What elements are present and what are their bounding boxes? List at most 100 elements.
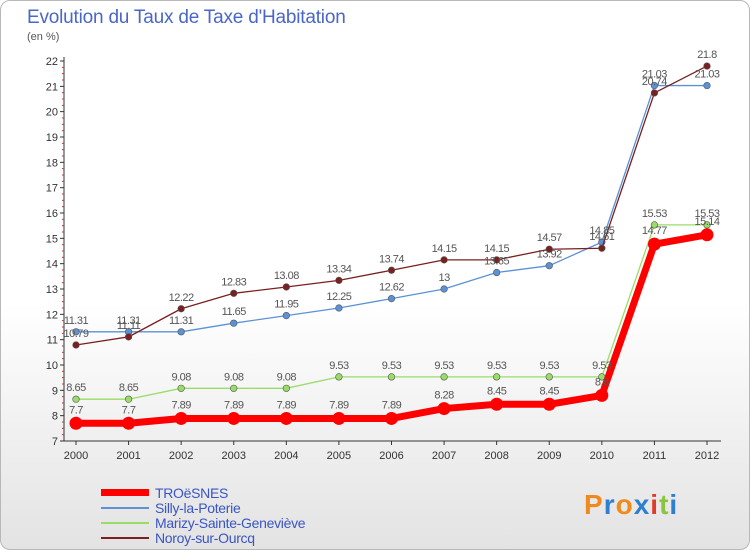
data-label: 7.7 [122, 404, 136, 416]
logo-letter: P [584, 489, 604, 520]
data-label: 15.53 [642, 208, 667, 220]
data-point [279, 411, 293, 425]
data-label: 11.65 [222, 306, 247, 318]
logo-letter: t [659, 489, 670, 520]
data-label: 21.03 [642, 69, 667, 81]
x-tick-label: 2006 [379, 450, 403, 462]
legend-swatch [101, 506, 149, 509]
data-label: 12.83 [221, 276, 246, 288]
data-point [230, 384, 238, 392]
y-tick-label: 20 [46, 107, 58, 119]
data-point [700, 228, 714, 242]
data-point [440, 285, 448, 293]
x-tick-label: 2002 [169, 450, 193, 462]
y-tick-label: 21 [46, 81, 58, 93]
data-point [650, 221, 659, 229]
data-label: 7.7 [69, 404, 83, 416]
logo-letter: i [669, 489, 679, 520]
data-point [440, 256, 448, 264]
logo-letter: x [633, 489, 651, 520]
data-label: 7.89 [277, 399, 297, 411]
data-point [177, 384, 185, 392]
data-label: 7.89 [329, 399, 349, 411]
data-label: 15.14 [694, 216, 719, 228]
data-label: 9.08 [171, 371, 191, 383]
legend-label: Marizy-Sainte-Geneviève [155, 514, 306, 531]
x-tick-label: 2005 [327, 450, 351, 462]
data-point [437, 402, 451, 416]
y-tick-label: 14 [46, 259, 58, 271]
data-point [230, 289, 238, 297]
data-point [69, 416, 83, 430]
x-tick-label: 2003 [222, 450, 246, 462]
data-point [177, 328, 185, 336]
data-label: 7.89 [171, 399, 191, 411]
data-point [490, 397, 504, 411]
data-point [703, 81, 711, 90]
data-label: 8.65 [66, 382, 86, 394]
x-tick-label: 2009 [537, 450, 561, 462]
x-tick-label: 2007 [432, 450, 456, 462]
data-label: 8.45 [487, 385, 507, 397]
data-point [282, 384, 290, 392]
data-label: 9.08 [224, 371, 244, 383]
y-tick-label: 13 [46, 284, 58, 296]
chart-subtitle: (en %) [27, 31, 60, 43]
data-label: 9.53 [592, 360, 612, 372]
data-label: 14.61 [589, 231, 614, 243]
data-label: 13 [438, 272, 450, 284]
data-label: 9.53 [434, 360, 454, 372]
y-tick-label: 10 [46, 360, 58, 372]
data-label: 9.08 [277, 371, 297, 383]
y-tick-label: 9 [52, 385, 58, 397]
data-label: 10.79 [63, 328, 88, 340]
data-point [124, 395, 133, 403]
data-point [703, 62, 711, 70]
data-label: 13.08 [274, 270, 299, 282]
x-tick-label: 2001 [116, 450, 140, 462]
data-label: 13.74 [379, 253, 404, 265]
data-label: 13.34 [326, 263, 351, 275]
data-point [72, 328, 80, 336]
y-tick-label: 16 [46, 208, 58, 220]
data-point [332, 411, 346, 425]
x-tick-label: 2011 [643, 450, 667, 462]
legend-swatch [101, 536, 149, 539]
data-point [387, 373, 396, 381]
data-point [122, 416, 136, 430]
data-label: 7.89 [224, 399, 244, 411]
data-label: 12.25 [326, 291, 351, 303]
data-label: 20.74 [642, 76, 667, 88]
legend-item: Noroy-sur-Ourcq [101, 530, 305, 546]
data-label: 11.11 [117, 320, 141, 332]
data-label: 8.28 [434, 390, 454, 402]
y-tick-label: 19 [46, 132, 58, 144]
data-point [440, 373, 448, 381]
data-label: 11.31 [169, 315, 194, 327]
data-point [595, 388, 609, 402]
data-point [703, 221, 711, 229]
y-tick-label: 17 [46, 183, 58, 195]
data-point [387, 295, 396, 303]
data-label: 11.95 [274, 299, 299, 311]
logo-letter: r [603, 489, 616, 520]
data-label: 14.57 [537, 232, 562, 244]
data-label: 14.15 [484, 243, 509, 255]
y-tick-label: 22 [46, 56, 58, 68]
data-point [647, 237, 661, 251]
legend-item: TROëSNES [101, 485, 305, 501]
data-point [598, 244, 606, 252]
data-point [72, 341, 80, 349]
data-label: 8.45 [540, 385, 560, 397]
data-point [335, 276, 343, 284]
x-tick-label: 2000 [64, 450, 88, 462]
data-label: 21.03 [694, 69, 719, 81]
data-label: 15.53 [694, 208, 719, 220]
data-point [174, 411, 188, 425]
data-label: 8.65 [119, 382, 139, 394]
data-point [385, 411, 398, 425]
data-label: 9.53 [540, 360, 560, 372]
data-label: 8.8 [595, 376, 609, 388]
